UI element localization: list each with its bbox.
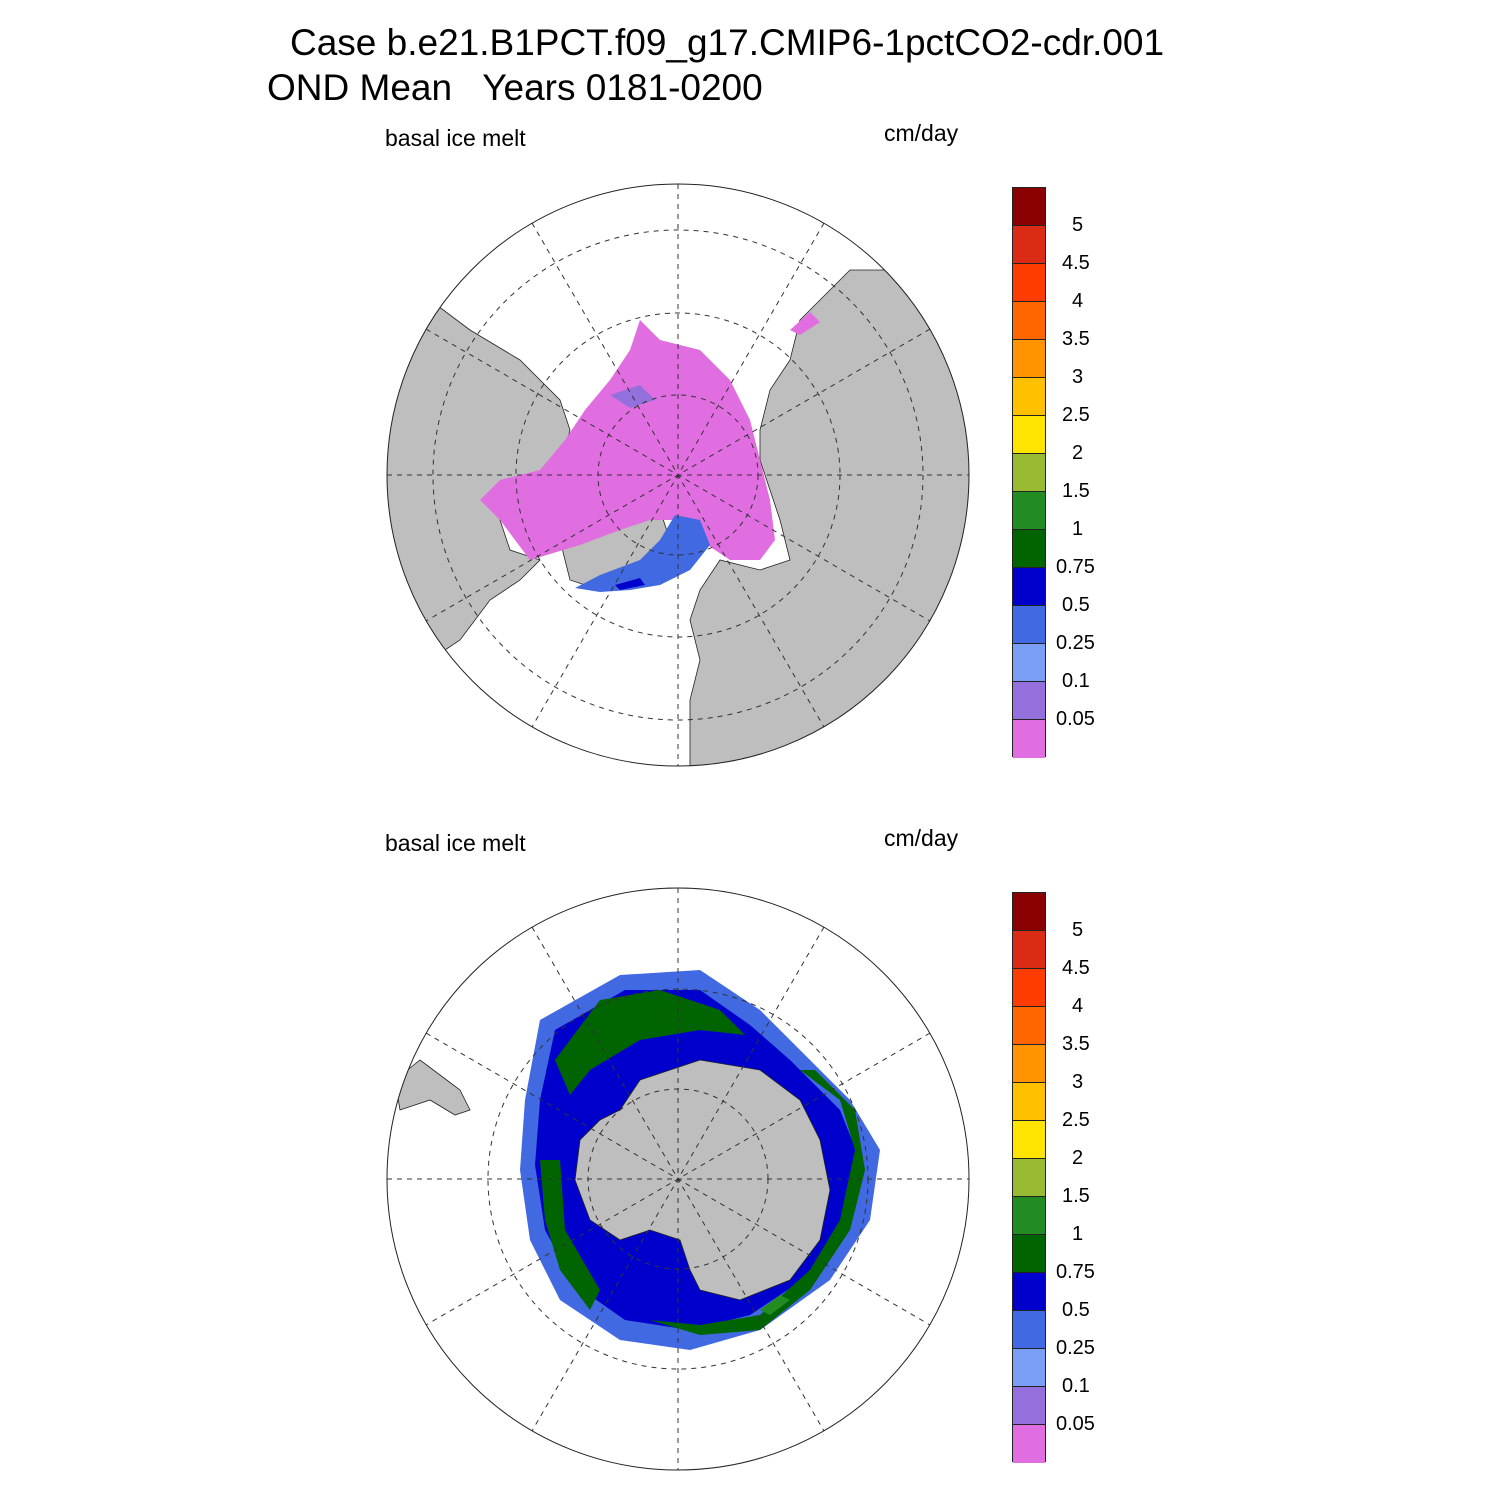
colorbar-level-label: 4.5 [1062, 957, 1090, 979]
colorbar-level-label: 0.75 [1056, 1261, 1095, 1283]
colorbar-level-label: 4.5 [1062, 252, 1090, 274]
colorbar-swatch [1013, 492, 1045, 530]
antarctica-landmass [574, 1059, 831, 1301]
southern-ice-ring-lightgreen [760, 1295, 790, 1315]
colorbar-swatch [1013, 416, 1045, 454]
colorbar-level-label: 1 [1072, 518, 1084, 540]
north-units-label: cm/day [884, 120, 959, 146]
colorbar-swatch [1013, 1425, 1045, 1463]
north-colorbar [1012, 187, 1046, 758]
south-units-label: cm/day [884, 825, 959, 851]
arctic-map [387, 184, 969, 766]
colorbar-level-label: 0.5 [1062, 1299, 1090, 1321]
colorbar-level-label: 1 [1072, 1223, 1084, 1245]
colorbar-swatch [1013, 1235, 1045, 1273]
arctic-map-border [386, 183, 970, 767]
colorbar-level-label: 4 [1072, 995, 1084, 1017]
colorbar-level-label: 1.5 [1062, 480, 1090, 502]
bering-ice-patch [790, 312, 820, 335]
antarctic-map-border [386, 887, 970, 1471]
colorbar-level-label: 2.5 [1062, 404, 1090, 426]
colorbar-level-label: 0.05 [1056, 708, 1095, 730]
colorbar-swatch [1013, 893, 1045, 931]
arctic-melt-blue [575, 515, 710, 592]
colorbar-swatch [1013, 644, 1045, 682]
south-colorbar [1012, 892, 1046, 1463]
colorbar-level-label: 1.5 [1062, 1185, 1090, 1207]
colorbar-swatch [1013, 1311, 1045, 1349]
colorbar-swatch [1013, 682, 1045, 720]
colorbar-level-label: 0.05 [1056, 1413, 1095, 1435]
colorbar-swatch [1013, 969, 1045, 1007]
colorbar-level-label: 0.1 [1062, 670, 1090, 692]
colorbar-swatch [1013, 1387, 1045, 1425]
figure-title-period: OND Mean Years 0181-0200 [267, 67, 763, 108]
colorbar-swatch [1013, 606, 1045, 644]
colorbar-swatch [1013, 1083, 1045, 1121]
figure-title-case: Case b.e21.B1PCT.f09_g17.CMIP6-1pctCO2-c… [290, 22, 1165, 63]
colorbar-level-label: 5 [1072, 919, 1084, 941]
colorbar-level-label: 3.5 [1062, 328, 1090, 350]
colorbar-swatch [1013, 264, 1045, 302]
colorbar-level-label: 0.1 [1062, 1375, 1090, 1397]
colorbar-swatch [1013, 1197, 1045, 1235]
colorbar-swatch [1013, 530, 1045, 568]
colorbar-level-label: 0.75 [1056, 556, 1095, 578]
colorbar-swatch [1013, 568, 1045, 606]
colorbar-swatch [1013, 378, 1045, 416]
colorbar-swatch [1013, 454, 1045, 492]
colorbar-level-label: 0.25 [1056, 632, 1095, 654]
colorbar-level-label: 2 [1072, 442, 1084, 464]
colorbar-swatch [1013, 188, 1045, 226]
colorbar-swatch [1013, 720, 1045, 758]
south-variable-label: basal ice melt [385, 830, 526, 856]
colorbar-swatch [1013, 1273, 1045, 1311]
arctic-ice-melt-field [480, 320, 775, 560]
colorbar-level-label: 2 [1072, 1147, 1084, 1169]
arctic-melt-darkblue [615, 578, 645, 590]
colorbar-swatch [1013, 1349, 1045, 1387]
colorbar-swatch [1013, 302, 1045, 340]
colorbar-level-label: 3 [1072, 366, 1084, 388]
south-america-landmass [394, 1059, 471, 1116]
antarctic-map [387, 888, 969, 1470]
north-variable-label: basal ice melt [385, 125, 526, 151]
arctic-graticule [387, 184, 969, 766]
colorbar-level-label: 5 [1072, 214, 1084, 236]
colorbar-swatch [1013, 931, 1045, 969]
colorbar-level-label: 0.25 [1056, 1337, 1095, 1359]
colorbar-level-label: 3.5 [1062, 1033, 1090, 1055]
colorbar-swatch [1013, 1159, 1045, 1197]
colorbar-level-label: 0.5 [1062, 594, 1090, 616]
colorbar-swatch [1013, 1007, 1045, 1045]
colorbar-swatch [1013, 340, 1045, 378]
antarctic-graticule [387, 888, 969, 1470]
colorbar-level-label: 2.5 [1062, 1109, 1090, 1131]
colorbar-level-label: 3 [1072, 1071, 1084, 1093]
colorbar-swatch [1013, 1045, 1045, 1083]
colorbar-swatch [1013, 1121, 1045, 1159]
colorbar-level-label: 4 [1072, 290, 1084, 312]
colorbar-swatch [1013, 226, 1045, 264]
eurasia-landmass [689, 269, 969, 766]
